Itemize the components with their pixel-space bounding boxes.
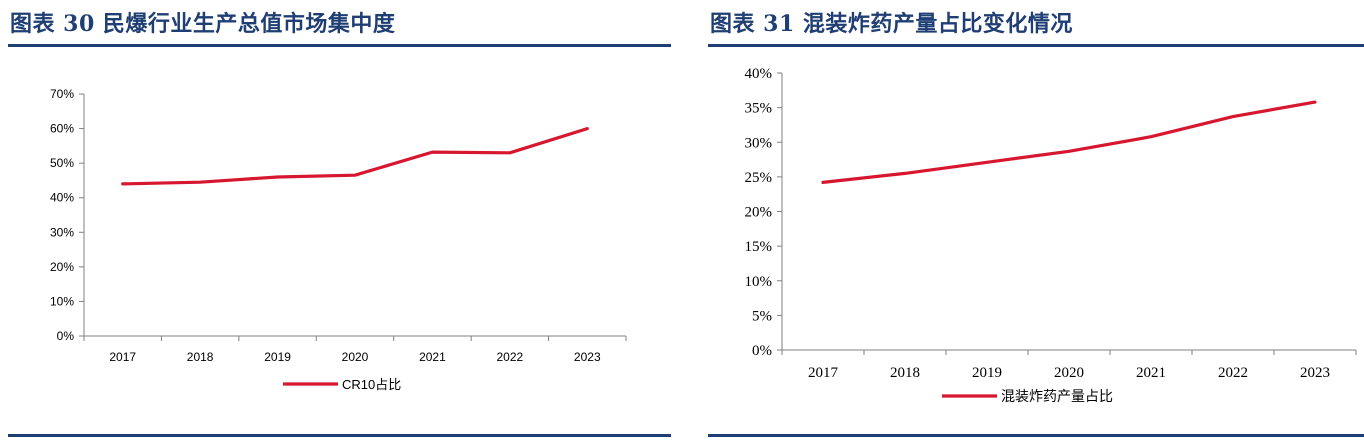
right-chart-y-tick-label: 15%	[745, 239, 773, 255]
left-chart-y-tick-label: 70%	[50, 87, 74, 101]
right-chart-y-tick-label: 10%	[745, 274, 773, 290]
figure-30-panel: 图表 30 民爆行业生产总值市场集中度 0% 10% 20% 30% 40% 50% 60%…	[0, 0, 680, 441]
right-chart-y-tick-label: 20%	[745, 205, 773, 221]
left-chart-y-tick-label: 0%	[57, 329, 75, 343]
right-chart-y-tick-label: 5%	[752, 308, 772, 324]
right-chart-y-tick-label: 0%	[752, 343, 772, 359]
figure-31-top-rule	[708, 44, 1364, 47]
left-chart-y-tick-label: 20%	[50, 260, 74, 274]
right-chart-series-line	[821, 100, 1317, 184]
left-chart-x-tick-label: 2021	[419, 350, 446, 364]
figure-30-bottom-rule	[8, 434, 671, 437]
left-chart-x-tick-label: 2019	[264, 350, 291, 364]
right-chart-x-tick-label: 2022	[1218, 365, 1248, 381]
right-chart-legend-label: 混装炸药产量占比	[1001, 389, 1113, 405]
left-chart-series-line	[121, 127, 589, 186]
right-chart-x-tick-label: 2021	[1136, 365, 1166, 381]
left-chart-x-tick-label: 2017	[109, 350, 136, 364]
left-chart-y-tick-label: 10%	[50, 294, 74, 308]
right-chart-x-tick-label: 2019	[972, 365, 1002, 381]
right-chart-x-tick-label: 2017	[808, 365, 839, 381]
right-chart-x-tick-label: 2023	[1300, 365, 1330, 381]
right-chart-y-tick-label: 30%	[745, 135, 773, 151]
left-chart-x-tick-label: 2018	[187, 350, 214, 364]
left-chart-y-tick-label: 50%	[50, 156, 74, 170]
right-chart-y-tick-label: 35%	[745, 101, 773, 117]
figure-31-chart: 0% 5% 10% 15% 20% 25% 30% 35% 40% 2017 2018 2019 202…	[745, 66, 1357, 405]
right-chart-y-tick-label: 40%	[745, 66, 773, 82]
left-chart-x-tick-label: 2022	[497, 350, 524, 364]
figure-31-panel: 图表 31 混装炸药产量占比变化情况 0% 5% 10% 15% 20% 25% 30% 35…	[700, 0, 1364, 441]
figure-30-chart: 0% 10% 20% 30% 40% 50% 60% 70% 2017 2018 2019 2020 2…	[50, 87, 627, 392]
left-chart-y-tick-label: 40%	[50, 191, 74, 205]
left-chart-x-tick-label: 2023	[574, 350, 601, 364]
left-chart-y-tick-label: 30%	[50, 225, 74, 239]
left-chart-y-tick-label: 60%	[50, 122, 74, 136]
figure-30-title: 图表 30 民爆行业生产总值市场集中度	[10, 11, 396, 37]
right-chart-x-tick-label: 2018	[890, 365, 920, 381]
figure-30-top-rule	[8, 44, 671, 47]
left-chart-legend-label: CR10占比	[342, 377, 401, 392]
right-chart-x-tick-label: 2020	[1054, 365, 1084, 381]
figure-31-bottom-rule	[708, 434, 1364, 437]
figure-31-title: 图表 31 混装炸药产量占比变化情况	[710, 11, 1073, 37]
left-chart-x-tick-label: 2020	[342, 350, 369, 364]
right-chart-y-tick-label: 25%	[745, 170, 773, 186]
